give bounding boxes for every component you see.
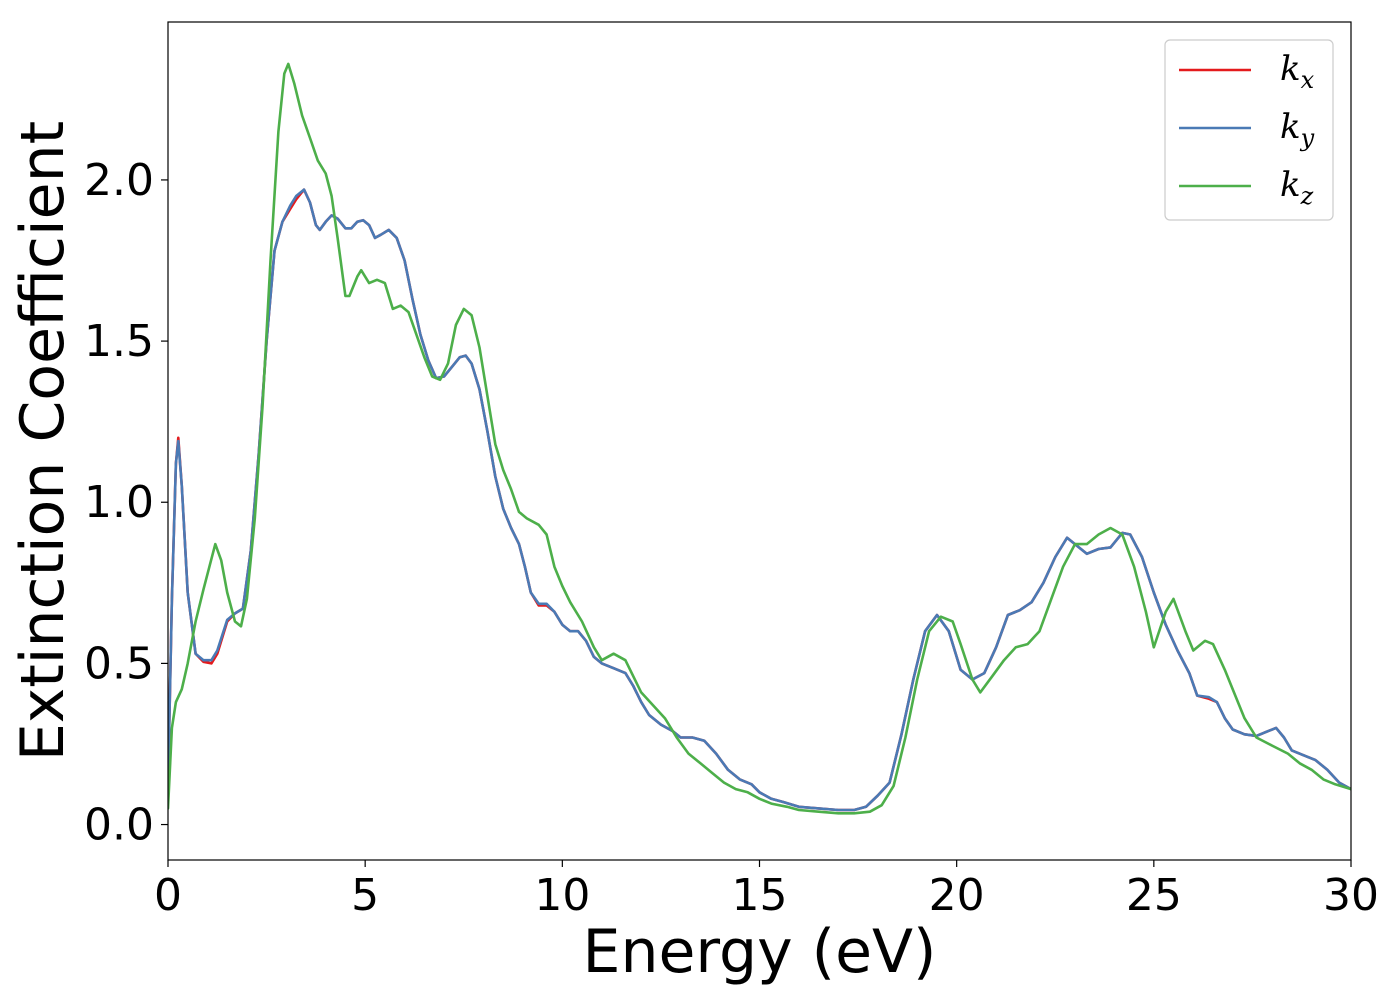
- series-line-kx: [168, 188, 1351, 812]
- x-tick-label: 15: [732, 870, 788, 921]
- y-tick-label: 0.0: [84, 800, 154, 851]
- x-tick-label: 20: [929, 870, 985, 921]
- legend-box: [1164, 39, 1334, 221]
- y-axis-label: Extinction Coefficient: [8, 121, 78, 761]
- series-line-ky: [168, 188, 1351, 812]
- y-tick-label: 0.5: [84, 638, 154, 689]
- x-tick-label: 10: [534, 870, 590, 921]
- y-axis-ticks: 0.0 0.5 1.0 1.5 2.0: [84, 155, 168, 851]
- legend-label: ky: [1280, 107, 1315, 152]
- y-tick-label: 1.0: [84, 477, 154, 528]
- x-tick-label: 5: [351, 870, 379, 921]
- x-axis-label: Energy (eV): [583, 917, 937, 987]
- x-tick-label: 25: [1126, 870, 1182, 921]
- x-tick-label: 0: [154, 870, 182, 921]
- series-line-kz: [168, 62, 1351, 815]
- y-tick-label: 2.0: [84, 155, 154, 206]
- legend: kx ky kz: [1164, 39, 1334, 221]
- x-axis-ticks: 0 5 10 15 20 25 30: [154, 860, 1379, 921]
- series-lines: [168, 62, 1351, 815]
- y-tick-label: 1.5: [84, 316, 154, 367]
- x-tick-label: 30: [1323, 870, 1379, 921]
- legend-label: kx: [1280, 49, 1315, 94]
- legend-label: kz: [1280, 165, 1314, 210]
